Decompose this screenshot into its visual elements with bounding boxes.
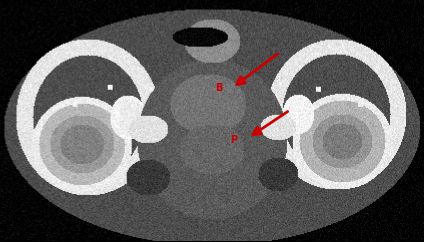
Text: P: P (230, 135, 237, 145)
Text: B: B (215, 83, 222, 93)
